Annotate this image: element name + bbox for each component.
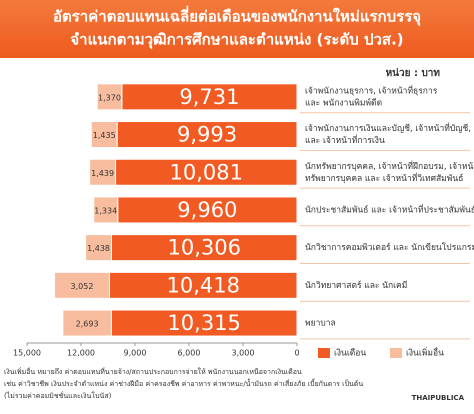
legend-label: เงินเพิ่มอื่น: [406, 347, 444, 359]
category-label: นักประชาสัมพันธ์ และ เจ้าหน้าที่ประชาสัม…: [305, 203, 474, 215]
bar: [110, 234, 298, 262]
value-label: 1,435: [93, 131, 116, 140]
value-label: 10,315: [167, 311, 240, 335]
value-label: 1,334: [94, 206, 117, 215]
value-label: 9,960: [177, 198, 237, 222]
category-label: นักทรัพยากรบุคคล, เจ้าหน้าที่ฝึกอบรม, เจ…: [305, 160, 474, 172]
bar: [116, 121, 298, 149]
legend-swatch: [318, 348, 330, 358]
unit-label: หน่วย : บาท: [386, 67, 441, 79]
bar: [93, 196, 119, 224]
bar: [90, 121, 118, 149]
x-tick-label: 15,000: [13, 349, 41, 358]
footnote: (ไม่รวมค่าคอมมิชชั่นและเงินโบนัส): [4, 391, 112, 400]
x-tick-label: 9,000: [124, 349, 147, 358]
x-tick-label: 3,000: [232, 349, 255, 358]
footnote: เช่น ค่าวิชาชีพ เงินประจำตำแหน่ง ค่าช่าง…: [4, 377, 363, 388]
x-tick-label: 6,000: [178, 349, 201, 358]
value-label: 10,306: [168, 236, 241, 260]
title-band: [0, 0, 474, 58]
value-label: 10,081: [170, 160, 243, 184]
bar: [54, 271, 110, 299]
category-label: นักวิทยาศาสตร์ และ นักเคมี: [305, 280, 407, 291]
x-tick-label: 12,000: [67, 349, 95, 358]
bar: [96, 83, 123, 111]
source-logo: THAIPUBLICA: [412, 394, 465, 402]
legend-swatch: [390, 348, 402, 358]
value-label: 9,731: [179, 85, 239, 109]
value-label: 1,439: [91, 169, 114, 178]
bar: [117, 196, 298, 224]
bar: [121, 83, 298, 111]
value-label: 1,370: [98, 93, 121, 102]
value-label: 1,438: [87, 244, 110, 253]
legend-label: เงินเดือน: [334, 348, 366, 359]
bar: [110, 309, 298, 337]
category-label: เจ้าพนักงานธุรการ, เจ้าหน้าที่ธุรการ: [305, 84, 438, 96]
chart-title: จำแนกตามวุฒิการศึกษาและตำแหน่ง (ระดับ ปว…: [70, 31, 403, 50]
x-tick-label: 0: [294, 349, 299, 358]
category-label: เจ้าพนักงานการเงินและบัญชี, เจ้าหน้าที่บ…: [305, 122, 471, 134]
category-label: พยาบาล: [305, 319, 336, 329]
value-label: 3,052: [71, 282, 94, 291]
bar: [89, 158, 117, 186]
value-label: 10,418: [166, 273, 239, 297]
category-label: และ เจ้าหน้าที่การเงิน: [305, 134, 385, 146]
category-label: นักวิชาการคอมพิวเตอร์ และ นักเขียนโปรแกร…: [305, 242, 474, 253]
value-label: 2,693: [76, 320, 99, 329]
value-label: 9,993: [177, 123, 237, 147]
bar: [108, 271, 298, 299]
footnote: เงินเพิ่มอื่น หมายถึง ค่าตอบแทนที่นายจ้า…: [4, 367, 302, 376]
bar: [85, 234, 112, 262]
category-label: และ พนักงานพิมพ์ดีด: [305, 97, 382, 108]
chart-title: อัตราค่าตอบแทนเฉลี่ยต่อเดือนของพนักงานให…: [53, 6, 421, 27]
category-label: ทรัพยากรบุคคล และ เจ้าหน้าที่วิเทศสัมพัน…: [305, 172, 463, 184]
bar: [62, 309, 112, 337]
